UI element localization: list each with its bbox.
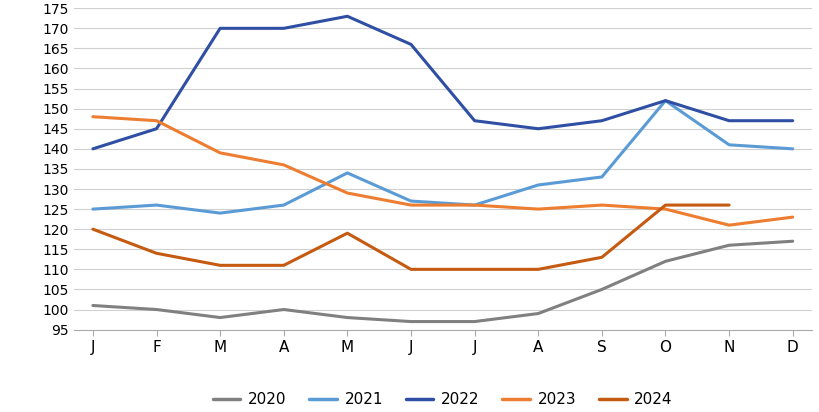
2020 xyxy=(469,319,479,324)
2024 xyxy=(88,227,97,232)
2023 xyxy=(596,203,606,208)
2024 xyxy=(278,263,288,268)
2021 xyxy=(660,98,670,103)
2021 xyxy=(88,207,97,212)
2022 xyxy=(342,14,352,19)
2021 xyxy=(342,171,352,176)
2024 xyxy=(532,267,542,272)
Line: 2021: 2021 xyxy=(93,101,792,213)
2023 xyxy=(660,207,670,212)
2020 xyxy=(660,259,670,264)
2021 xyxy=(469,203,479,208)
2021 xyxy=(596,174,606,179)
2020 xyxy=(723,243,733,248)
2024 xyxy=(342,231,352,236)
2021 xyxy=(787,146,797,151)
2020 xyxy=(405,319,415,324)
2021 xyxy=(278,203,288,208)
2024 xyxy=(723,203,733,208)
2020 xyxy=(152,307,161,312)
2023 xyxy=(532,207,542,212)
2022 xyxy=(278,26,288,31)
2022 xyxy=(723,118,733,123)
2020 xyxy=(215,315,224,320)
2022 xyxy=(660,98,670,103)
2024 xyxy=(152,251,161,256)
2021 xyxy=(152,203,161,208)
2020 xyxy=(596,287,606,292)
Legend: 2020, 2021, 2022, 2023, 2024: 2020, 2021, 2022, 2023, 2024 xyxy=(206,386,678,412)
2020 xyxy=(278,307,288,312)
2022 xyxy=(152,126,161,131)
2024 xyxy=(469,267,479,272)
2021 xyxy=(405,199,415,204)
2022 xyxy=(596,118,606,123)
2023 xyxy=(342,190,352,195)
2021 xyxy=(215,211,224,215)
2022 xyxy=(787,118,797,123)
Line: 2024: 2024 xyxy=(93,205,728,269)
2020 xyxy=(88,303,97,308)
2023 xyxy=(405,203,415,208)
2023 xyxy=(88,114,97,119)
2020 xyxy=(787,239,797,244)
2024 xyxy=(660,203,670,208)
Line: 2020: 2020 xyxy=(93,241,792,321)
2023 xyxy=(215,150,224,155)
2023 xyxy=(152,118,161,123)
2022 xyxy=(215,26,224,31)
2024 xyxy=(215,263,224,268)
2021 xyxy=(532,183,542,187)
2022 xyxy=(469,118,479,123)
2022 xyxy=(532,126,542,131)
2022 xyxy=(405,42,415,47)
2023 xyxy=(787,215,797,220)
Line: 2023: 2023 xyxy=(93,117,792,225)
2023 xyxy=(723,223,733,228)
2024 xyxy=(405,267,415,272)
2020 xyxy=(342,315,352,320)
2023 xyxy=(469,203,479,208)
Line: 2022: 2022 xyxy=(93,16,792,149)
2023 xyxy=(278,162,288,167)
2024 xyxy=(596,255,606,260)
2021 xyxy=(723,143,733,147)
2020 xyxy=(532,311,542,316)
2022 xyxy=(88,146,97,151)
